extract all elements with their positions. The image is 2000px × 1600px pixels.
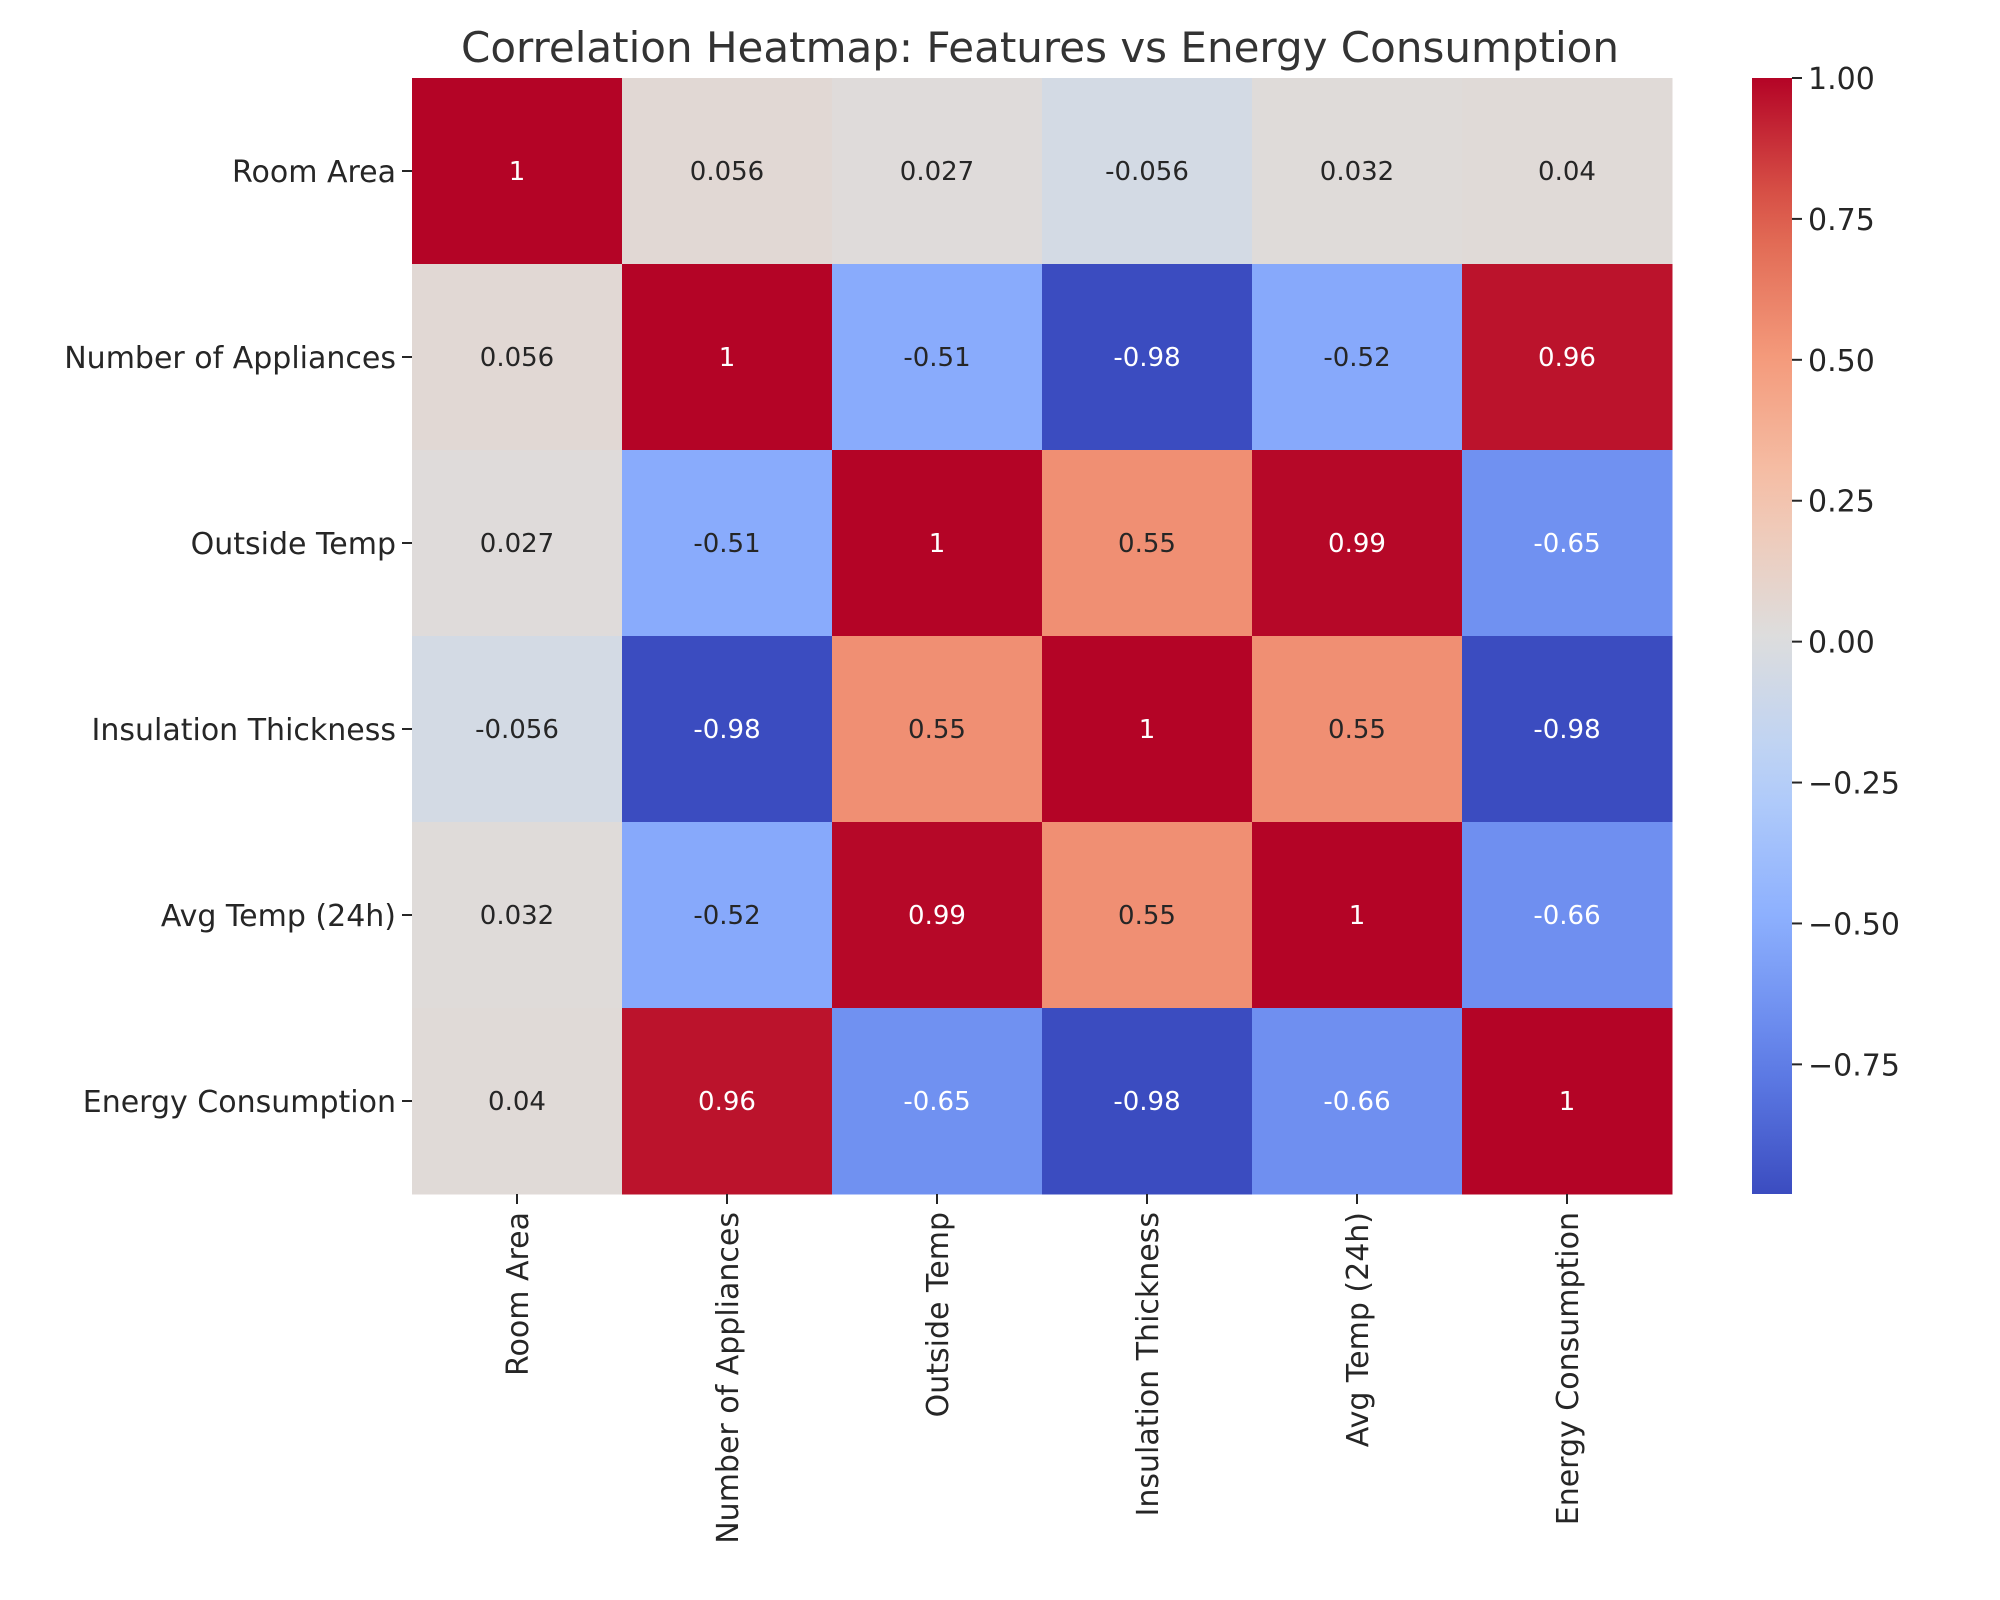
heatmap-cell (1042, 636, 1253, 823)
cell-value-label: -0.52 (693, 901, 760, 931)
cell-value-label: 0.96 (698, 1087, 756, 1117)
heatmap-cell (1042, 1008, 1253, 1195)
cell-value-label: 0.032 (480, 901, 554, 931)
heatmap-cell (412, 636, 623, 823)
colorbar-tick-label: 0.25 (1808, 485, 1875, 520)
heatmap-cell (1252, 1008, 1463, 1195)
cell-value-label: 0.04 (1538, 157, 1596, 187)
heatmap-cell (622, 78, 833, 265)
cell-value-label: -0.98 (1533, 715, 1600, 745)
heatmap-cell (412, 450, 623, 637)
heatmap-cell (1462, 264, 1673, 451)
heatmap-cell (1462, 822, 1673, 1009)
heatmap-cells: 1 0.056 0.027 -0.056 0.032 0.04 0.056 1 -0.51 -0.… (412, 78, 1673, 1195)
row-label: Room Area (232, 155, 396, 190)
heatmap-cell (412, 1008, 623, 1195)
cell-value-label: -0.98 (1113, 1087, 1180, 1117)
heatmap-cell (412, 264, 623, 451)
colorbar-tick-label: 0.00 (1808, 626, 1875, 661)
heatmap-cell (622, 822, 833, 1009)
cell-value-label: 0.96 (1538, 343, 1596, 373)
cell-value-label: 1 (509, 157, 526, 187)
column-label: Insulation Thickness (1131, 1212, 1166, 1517)
heatmap-cell (1462, 636, 1673, 823)
cell-value-label: 0.032 (1320, 157, 1394, 187)
heatmap-cell (622, 636, 833, 823)
heatmap-cell (1042, 78, 1253, 265)
heatmap-cell (1042, 450, 1253, 637)
cell-value-label: 0.55 (1328, 715, 1386, 745)
cell-value-label: 0.55 (1118, 529, 1176, 559)
heatmap-cell (1252, 450, 1463, 637)
heatmap-cell (1042, 822, 1253, 1009)
cell-value-label: 0.056 (690, 157, 764, 187)
column-label: Energy Consumption (1551, 1212, 1586, 1525)
column-label: Outside Temp (921, 1212, 956, 1417)
heatmap-cell (1042, 264, 1253, 451)
colorbar-gradient (1752, 78, 1792, 1194)
colorbar-tick-label: −0.75 (1808, 1048, 1900, 1083)
colorbar-tick-label: −0.50 (1808, 907, 1900, 942)
cell-value-label: -0.056 (1105, 157, 1189, 187)
heatmap-cell (1462, 78, 1673, 265)
cell-value-label: 0.027 (480, 529, 554, 559)
heatmap-cell (622, 264, 833, 451)
column-label: Number of Appliances (711, 1212, 746, 1544)
heatmap-cell (832, 78, 1043, 265)
chart-title: Correlation Heatmap: Features vs Energy … (461, 23, 1619, 72)
heatmap-cell (1252, 636, 1463, 823)
cell-value-label: -0.51 (903, 343, 970, 373)
colorbar-tick-label: 0.50 (1808, 344, 1875, 379)
heatmap-cell (622, 450, 833, 637)
cell-value-label: -0.51 (693, 529, 760, 559)
column-labels: Room Area Number of Appliances Outside Tem… (501, 1194, 1586, 1544)
colorbar: 1.00 0.75 0.50 0.25 0.00 −0.25 −0.50 −0.75 (1752, 62, 1900, 1194)
cell-value-label: -0.65 (1533, 529, 1600, 559)
colorbar-tick-label: −0.25 (1808, 767, 1900, 802)
row-label: Insulation Thickness (92, 713, 397, 748)
cell-value-label: 0.55 (1118, 901, 1176, 931)
colorbar-tick-label: 1.00 (1808, 62, 1875, 97)
row-label: Energy Consumption (83, 1085, 396, 1120)
heatmap-cell (832, 822, 1043, 1009)
row-label: Outside Temp (191, 527, 396, 562)
cell-value-label: -0.66 (1533, 901, 1600, 931)
heatmap-cell (1462, 1008, 1673, 1195)
heatmap-cell (1462, 450, 1673, 637)
row-label: Avg Temp (24h) (161, 899, 396, 934)
heatmap-cell (832, 264, 1043, 451)
cell-value-label: 0.027 (900, 157, 974, 187)
row-labels: Room Area Number of Appliances Outside Tem… (64, 155, 412, 1120)
column-label: Avg Temp (24h) (1341, 1212, 1376, 1447)
cell-value-label: -0.52 (1323, 343, 1390, 373)
cell-value-label: 0.55 (908, 715, 966, 745)
cell-value-label: 0.99 (908, 901, 966, 931)
cell-value-label: -0.98 (1113, 343, 1180, 373)
cell-value-label: 1 (1559, 1087, 1576, 1117)
cell-value-label: 0.056 (480, 343, 554, 373)
heatmap-cell (832, 450, 1043, 637)
cell-value-label: -0.66 (1323, 1087, 1390, 1117)
heatmap-cell (1252, 264, 1463, 451)
heatmap-cell (832, 636, 1043, 823)
cell-value-label: 1 (929, 529, 946, 559)
cell-value-label: -0.98 (693, 715, 760, 745)
cell-value-label: 0.99 (1328, 529, 1386, 559)
cell-value-label: -0.65 (903, 1087, 970, 1117)
cell-value-label: 1 (1139, 715, 1156, 745)
cell-value-label: 0.04 (488, 1087, 546, 1117)
heatmap-cell (412, 78, 623, 265)
row-label: Number of Appliances (64, 341, 396, 376)
heatmap-cell (832, 1008, 1043, 1195)
heatmap-cell (1252, 822, 1463, 1009)
cell-value-label: -0.056 (475, 715, 559, 745)
column-label: Room Area (501, 1212, 536, 1376)
heatmap-cell (1252, 78, 1463, 265)
heatmap-cell (412, 822, 623, 1009)
cell-value-label: 1 (1349, 901, 1366, 931)
cell-value-label: 1 (719, 343, 736, 373)
colorbar-tick-label: 0.75 (1808, 203, 1875, 238)
heatmap-cell (622, 1008, 833, 1195)
